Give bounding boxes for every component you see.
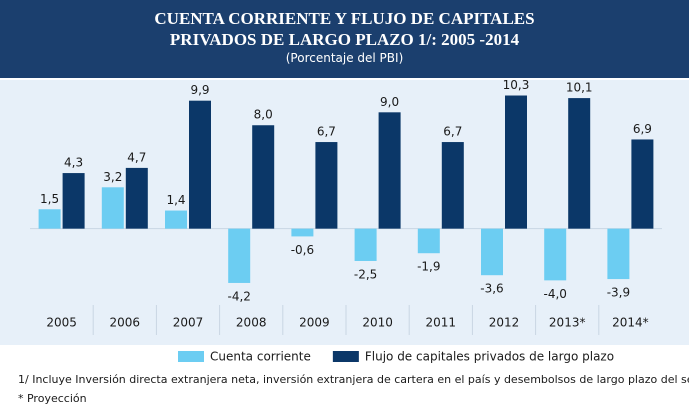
- legend-swatch: [332, 351, 359, 362]
- bar: [165, 210, 187, 229]
- value-label: 9,9: [190, 83, 209, 97]
- x-tick-label: 2010: [362, 316, 393, 330]
- value-label: -3,6: [480, 282, 503, 296]
- x-tick-label: 2007: [173, 316, 204, 330]
- value-label: 9,0: [380, 95, 399, 109]
- value-label: 1,4: [166, 193, 185, 207]
- bar: [544, 228, 567, 281]
- bar: [568, 98, 591, 229]
- bar: [101, 187, 124, 229]
- bar: [291, 228, 314, 237]
- value-label: 10,1: [566, 81, 593, 95]
- bar: [631, 139, 654, 229]
- bar: [481, 228, 503, 276]
- chart-subtitle: (Porcentaje del PBI): [285, 51, 404, 65]
- x-tick-label: 2013*: [549, 316, 586, 330]
- value-label: -4,0: [543, 287, 566, 301]
- bar: [228, 228, 251, 283]
- legend-label: Cuenta corriente: [210, 350, 311, 364]
- value-label: 1,5: [40, 192, 59, 206]
- bar: [38, 209, 61, 229]
- value-label: 10,3: [503, 78, 530, 92]
- header: CUENTA CORRIENTE Y FLUJO DE CAPITALES PR…: [0, 0, 689, 78]
- bar: [441, 142, 464, 229]
- x-tick-label: 2008: [236, 316, 267, 330]
- x-tick-label: 2011: [426, 316, 457, 330]
- value-label: -1,9: [417, 260, 440, 274]
- value-label: 3,2: [103, 170, 122, 184]
- footnote: * Proyección: [18, 392, 87, 405]
- bar: [354, 228, 377, 261]
- value-label: 4,7: [127, 150, 146, 164]
- x-tick-label: 2005: [46, 316, 77, 330]
- bar: [189, 100, 211, 229]
- value-label: -2,5: [354, 267, 377, 281]
- x-tick-label: 2012: [489, 316, 520, 330]
- bar: [125, 167, 148, 229]
- bar: [315, 142, 338, 229]
- x-tick-label: 2014*: [612, 316, 649, 330]
- legend-swatch: [178, 351, 204, 362]
- value-label: 6,9: [633, 122, 652, 136]
- legend-label: Flujo de capitales privados de largo pla…: [365, 350, 614, 364]
- value-label: 4,3: [64, 156, 83, 170]
- value-label: 6,7: [317, 125, 336, 139]
- value-label: 6,7: [443, 125, 462, 139]
- value-label: -4,2: [227, 289, 250, 303]
- bar: [62, 173, 85, 229]
- value-label: -3,9: [607, 286, 630, 300]
- x-tick-label: 2009: [299, 316, 330, 330]
- value-label: 8,0: [254, 108, 273, 122]
- bar: [607, 228, 630, 280]
- bar: [378, 112, 401, 229]
- chart-title: CUENTA CORRIENTE Y FLUJO DE CAPITALES PR…: [154, 9, 535, 49]
- bar: [252, 125, 275, 229]
- x-tick-label: 2006: [110, 316, 141, 330]
- value-label: -0,6: [291, 243, 314, 257]
- bar: [417, 228, 440, 254]
- footnote: 1/ Incluye Inversión directa extranjera …: [18, 373, 689, 386]
- bar: [505, 95, 527, 229]
